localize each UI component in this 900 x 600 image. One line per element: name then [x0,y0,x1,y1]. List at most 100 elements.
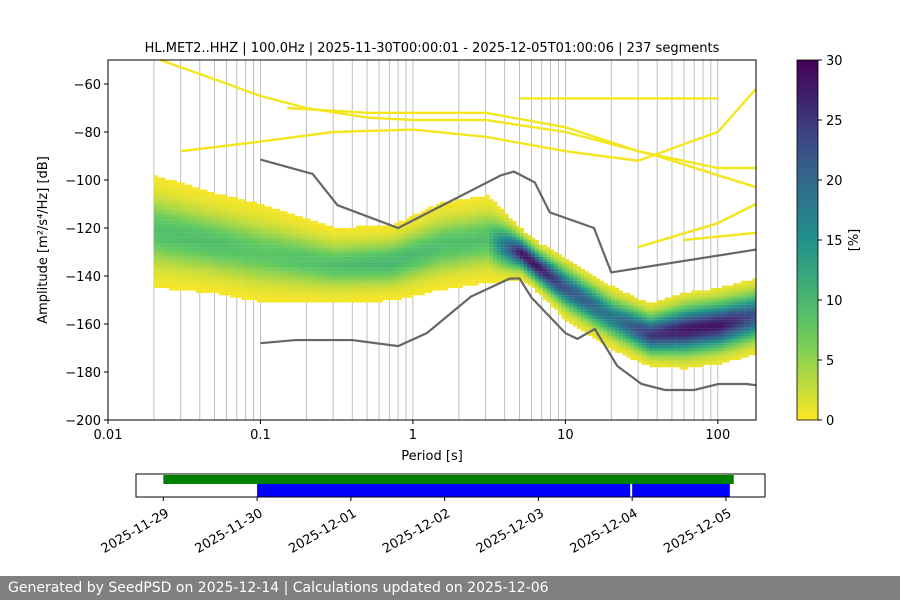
histogram-cell [256,292,261,296]
histogram-cell [336,288,341,291]
histogram-cell [325,280,330,284]
histogram-cell [298,242,303,245]
histogram-cell [664,331,669,334]
histogram-cell [180,259,185,262]
histogram-cell [161,256,166,260]
histogram-cell [321,223,326,226]
histogram-cell [260,223,265,226]
histogram-cell [496,252,501,255]
histogram-cell [714,290,719,293]
histogram-cell [679,314,684,317]
histogram-cell [333,247,338,250]
histogram-cell [569,295,574,298]
histogram-cell [439,237,444,241]
histogram-cell [634,348,639,351]
histogram-cell [233,247,238,250]
histogram-cell [340,280,345,284]
histogram-cell [153,177,158,181]
histogram-cell [260,297,265,301]
histogram-cell [275,211,280,214]
histogram-cell [173,254,178,257]
histogram-cell [500,208,505,212]
histogram-cell [618,292,623,296]
histogram-cell [519,271,524,274]
histogram-cell [173,252,178,255]
histogram-cell [394,264,399,267]
histogram-cell [550,271,555,274]
histogram-cell [176,199,181,202]
histogram-cell [264,290,269,293]
histogram-cell [588,283,593,286]
histogram-cell [272,208,277,212]
histogram-cell [622,321,627,325]
histogram-cell [664,300,669,303]
histogram-cell [310,242,315,245]
histogram-cell [275,280,280,284]
histogram-cell [637,340,642,344]
histogram-cell [618,304,623,308]
histogram-cell [214,261,219,265]
histogram-cell [245,273,250,277]
histogram-cell [237,237,242,241]
histogram-cell [329,240,334,243]
histogram-cell [447,232,452,236]
histogram-cell [519,247,524,250]
histogram-cell [272,218,277,221]
histogram-cell [176,252,181,255]
histogram-cell [599,285,604,289]
histogram-cell [260,225,265,229]
histogram-cell [538,264,543,267]
histogram-cell [496,256,501,260]
histogram-cell [714,333,719,337]
histogram-cell [649,312,654,315]
histogram-cell [489,223,494,226]
histogram-cell [538,259,543,262]
histogram-cell [721,340,726,344]
histogram-cell [565,316,570,320]
histogram-cell [580,297,585,301]
histogram-cell [355,256,360,260]
histogram-cell [275,271,280,274]
histogram-cell [577,312,582,315]
histogram-cell [474,201,479,205]
histogram-cell [157,261,162,265]
histogram-cell [542,268,547,272]
histogram-cell [401,271,406,274]
histogram-cell [504,271,509,274]
histogram-cell [455,208,460,212]
histogram-cell [390,256,395,260]
histogram-cell [588,295,593,298]
histogram-cell [386,228,391,231]
histogram-cell [561,295,566,298]
histogram-cell [317,285,322,289]
histogram-cell [458,276,463,279]
histogram-cell [241,213,246,217]
histogram-cell [687,316,692,320]
histogram-cell [588,288,593,291]
histogram-cell [489,242,494,245]
histogram-cell [565,295,570,298]
histogram-cell [340,300,345,303]
histogram-cell [413,242,418,245]
histogram-cell [233,216,238,219]
histogram-cell [192,283,197,286]
histogram-cell [645,324,650,327]
histogram-cell [588,302,593,305]
histogram-cell [531,252,536,255]
histogram-cell [718,314,723,317]
histogram-cell [683,328,688,332]
histogram-cell [550,304,555,308]
histogram-cell [489,220,494,224]
histogram-cell [535,252,540,255]
histogram-cell [294,280,299,284]
histogram-cell [653,357,658,361]
histogram-cell [447,206,452,209]
histogram-cell [165,247,170,250]
histogram-cell [306,223,311,226]
histogram-cell [599,324,604,327]
histogram-cell [394,290,399,293]
histogram-cell [214,206,219,209]
histogram-cell [634,355,639,358]
histogram-cell [310,280,315,284]
histogram-cell [668,328,673,332]
